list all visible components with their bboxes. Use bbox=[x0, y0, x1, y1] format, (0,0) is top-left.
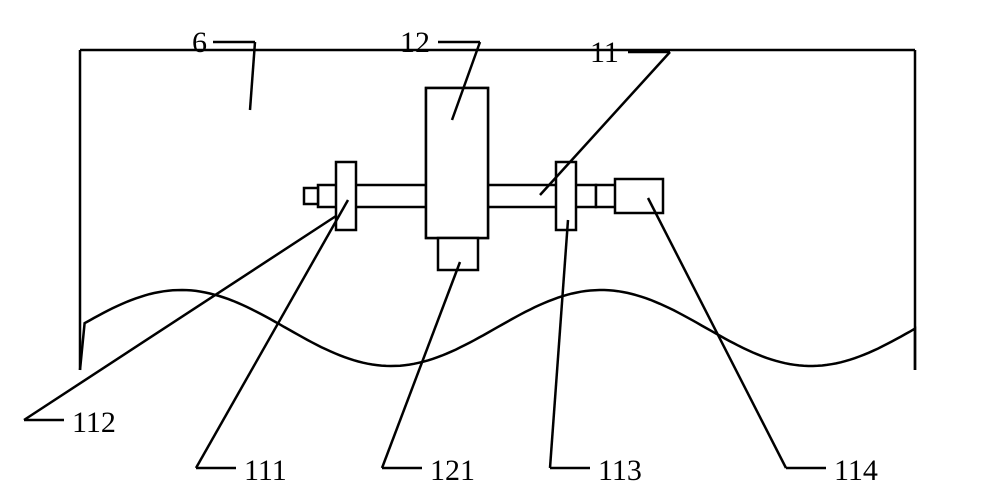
label-112: 112 bbox=[72, 406, 116, 439]
label-6: 6 bbox=[192, 26, 207, 59]
label-113: 113 bbox=[598, 454, 642, 487]
technical-diagram: 6 12 11 112 111 121 113 114 bbox=[0, 0, 1000, 500]
label-111: 111 bbox=[244, 454, 287, 487]
label-121: 121 bbox=[430, 454, 475, 487]
label-12: 12 bbox=[400, 26, 430, 59]
label-11: 11 bbox=[590, 36, 619, 69]
label-114: 114 bbox=[834, 454, 878, 487]
